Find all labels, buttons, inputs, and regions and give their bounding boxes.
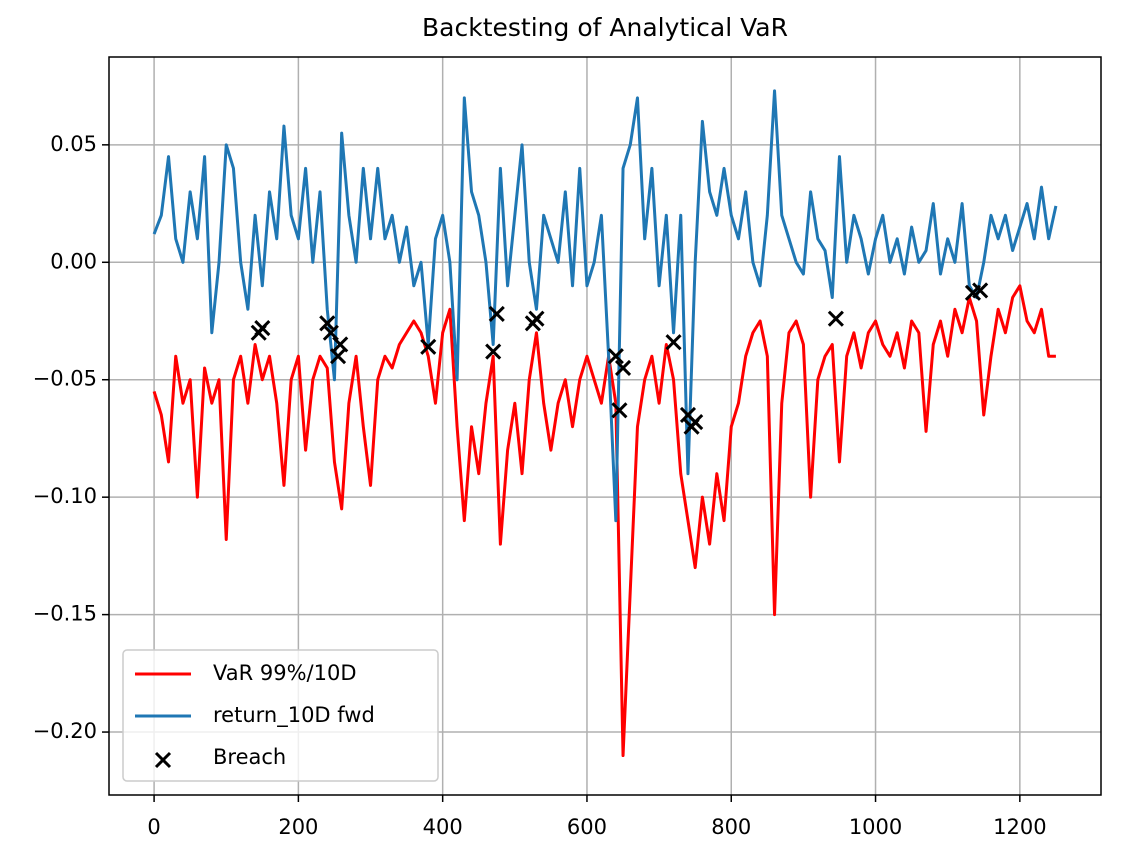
breach-marker [827, 310, 844, 327]
x-tick-label: 1200 [993, 815, 1046, 839]
breach-marker [611, 402, 628, 419]
x-tick-label: 400 [423, 815, 463, 839]
breach-marker [488, 305, 505, 323]
legend-label: Breach [213, 745, 286, 769]
y-tick-label: −0.15 [33, 602, 97, 626]
y-tick-label: 0.00 [50, 249, 97, 273]
breach-marker [607, 348, 624, 365]
y-tick-label: −0.20 [33, 719, 97, 743]
x-tick-label: 800 [711, 815, 751, 839]
breach-marker [614, 359, 632, 377]
breach-marker [665, 334, 682, 351]
breach-marker [528, 310, 545, 327]
breach-marker [687, 413, 704, 431]
y-tick-label: 0.05 [50, 132, 97, 156]
breach-marker [485, 343, 502, 360]
legend-label: VaR 99%/10D [213, 661, 357, 685]
series-line [152, 284, 1056, 758]
breach-marker [972, 282, 989, 299]
legend-label: return_10D fwd [213, 703, 375, 728]
plot-frame [108, 56, 1102, 796]
breach-marker [420, 338, 437, 355]
x-tick-label: 0 [147, 815, 160, 839]
x-tick-label: 600 [567, 815, 607, 839]
y-tick-label: −0.10 [33, 484, 97, 508]
breach-marker [319, 315, 336, 332]
x-tick-label: 1000 [849, 815, 902, 839]
legend-box [122, 649, 439, 782]
series-line [152, 89, 1058, 523]
breach-marker [322, 324, 339, 341]
y-tick-label: −0.05 [33, 367, 97, 391]
legend: VaR 99%/10D return_10D fwd Breach [122, 649, 439, 782]
breach-marker [332, 336, 349, 353]
chart-title: Backtesting of Analytical VaR [422, 13, 788, 42]
x-tick-label: 200 [278, 815, 318, 839]
breach-marker [254, 319, 271, 337]
legend-marker [154, 751, 172, 769]
